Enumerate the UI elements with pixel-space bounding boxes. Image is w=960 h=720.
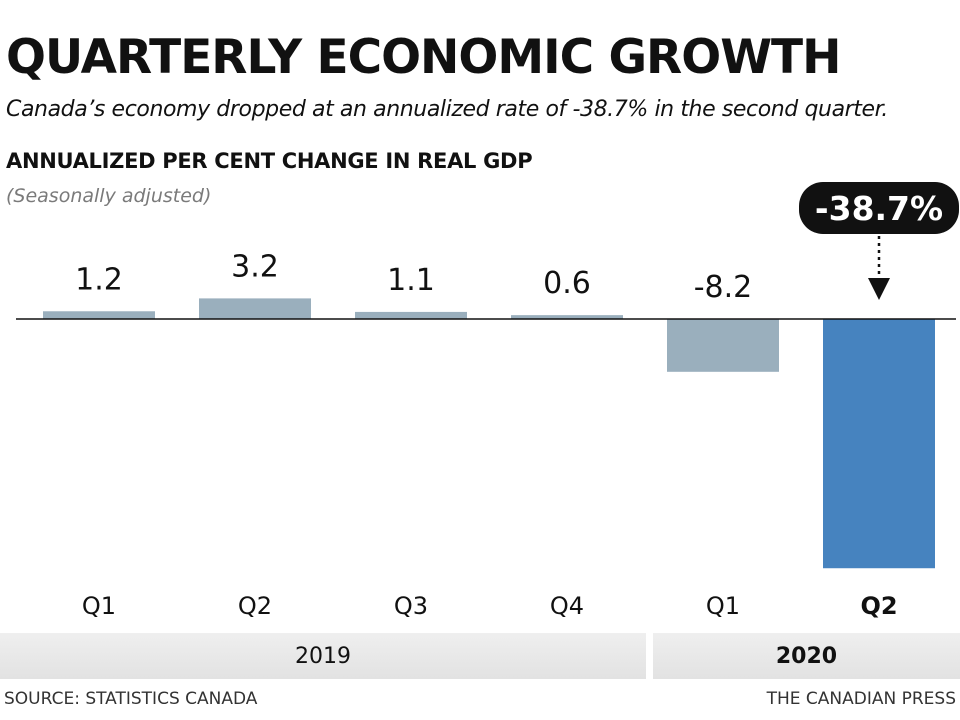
- callout-label: -38.7%: [815, 189, 943, 228]
- data-label: -8.2: [694, 270, 753, 305]
- page-subtitle: Canada’s economy dropped at an annualize…: [6, 97, 888, 122]
- data-label: 1.1: [387, 263, 435, 298]
- bar: [355, 311, 467, 319]
- year-label-text: 2019: [295, 643, 351, 669]
- bar: [823, 319, 935, 569]
- bar: [511, 315, 623, 319]
- source-credit: SOURCE: STATISTICS CANADA: [4, 689, 258, 709]
- data-label: 3.2: [231, 249, 279, 284]
- year-label-2020: 2020: [653, 633, 960, 679]
- data-label: 0.6: [543, 266, 591, 301]
- callout-arrow-head: [868, 278, 890, 300]
- year-label-2019: 2019: [0, 633, 646, 679]
- bar: [199, 298, 311, 319]
- category-label: Q2: [860, 592, 897, 620]
- bar-chart: 1.2 Q1 3.2 Q2 1.1 Q3 0.6 Q4 -8.2 Q1 -38.7% Q2: [16, 182, 959, 620]
- year-label-text: 2020: [775, 643, 838, 669]
- data-label: 1.2: [75, 262, 123, 297]
- category-label: Q2: [238, 592, 272, 620]
- category-label: Q1: [82, 592, 116, 620]
- callout-bubble: [799, 182, 959, 234]
- bar: [43, 311, 155, 319]
- chart-note: (Seasonally adjusted): [6, 185, 212, 207]
- chart-title: ANNUALIZED PER CENT CHANGE IN REAL GDP: [6, 149, 533, 173]
- page-title: QUARTERLY ECONOMIC GROWTH: [6, 30, 841, 85]
- category-label: Q4: [550, 592, 584, 620]
- bar: [667, 319, 779, 372]
- category-label: Q3: [394, 592, 428, 620]
- publisher-credit: THE CANADIAN PRESS: [766, 689, 956, 709]
- category-label: Q1: [706, 592, 740, 620]
